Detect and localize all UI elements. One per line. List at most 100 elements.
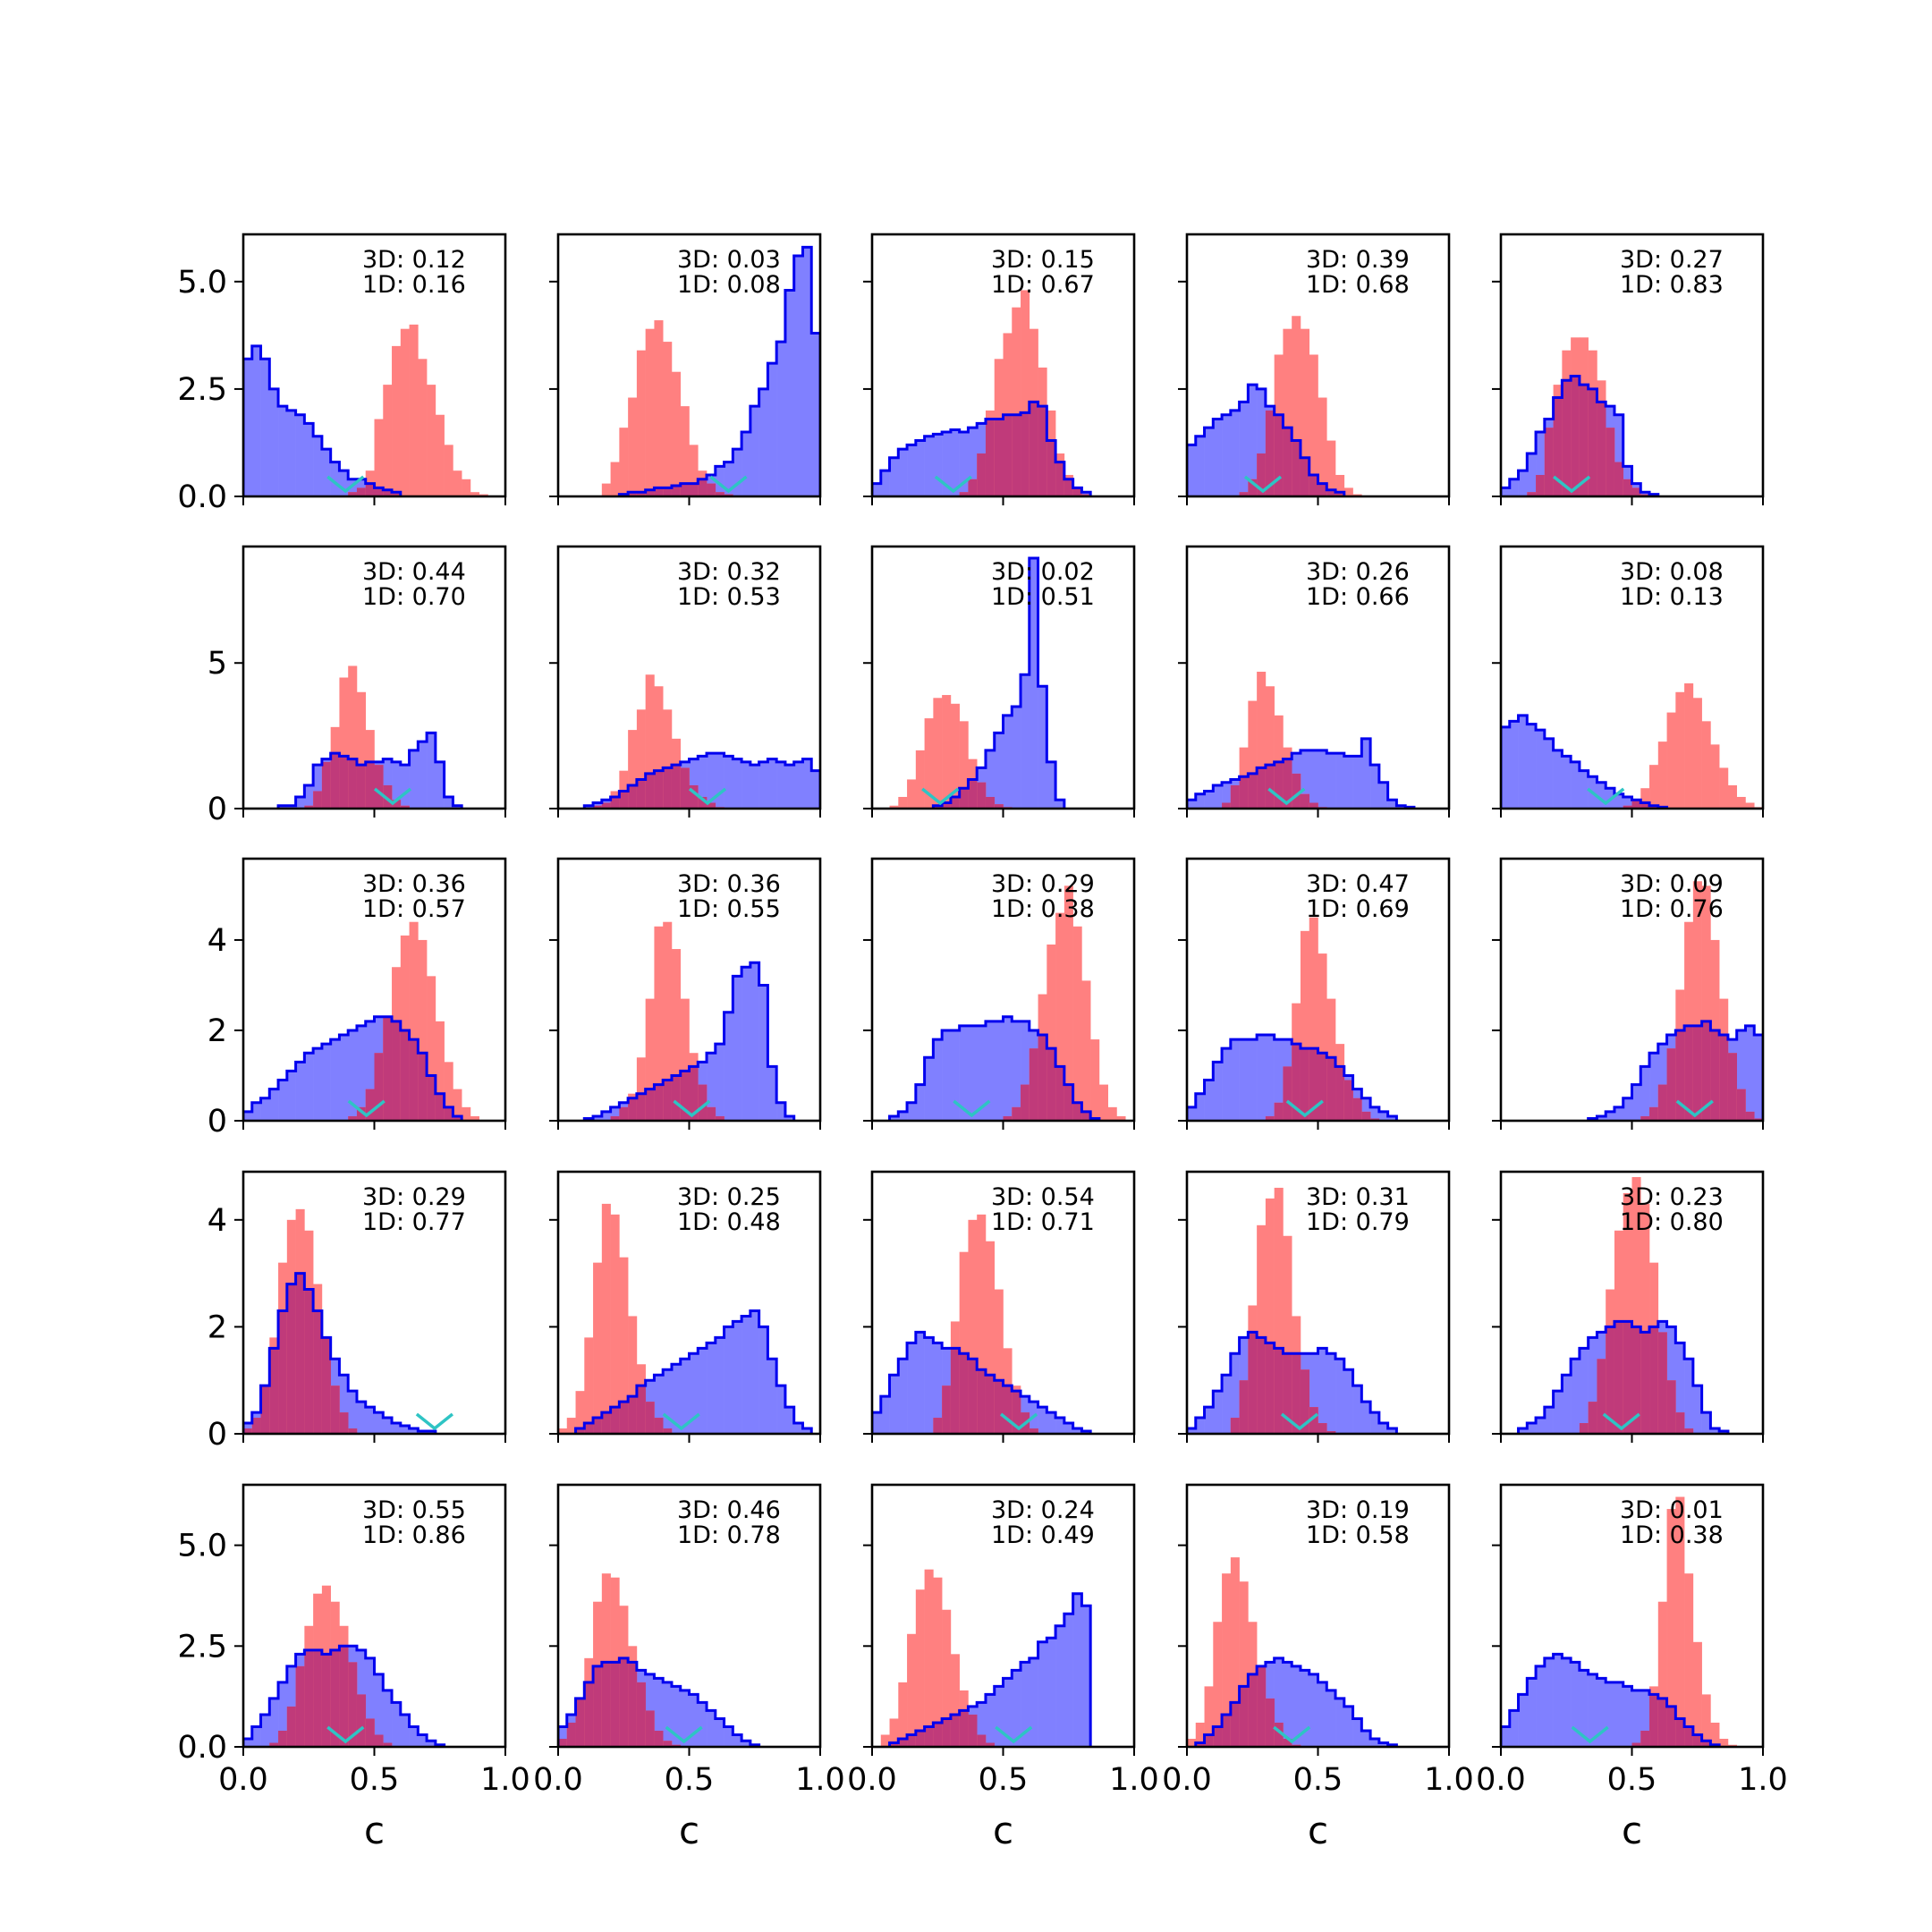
blue-bin xyxy=(601,1111,611,1121)
blue-bin xyxy=(802,247,812,496)
blue-bin xyxy=(1326,1353,1336,1434)
overlap-bin xyxy=(348,1115,358,1121)
overlap-bin xyxy=(321,1654,331,1747)
overlap-bin xyxy=(313,1649,323,1747)
blue-bin xyxy=(811,333,820,496)
red-bin xyxy=(339,677,349,809)
overlap-bin xyxy=(1300,793,1310,809)
blue-step-outline xyxy=(872,400,1092,496)
blue-step-outline xyxy=(1187,737,1416,809)
blue-step-outline xyxy=(243,1015,463,1121)
overlap-bin xyxy=(1230,1418,1240,1434)
overlap-bin xyxy=(907,1734,917,1747)
x-tick-label: 0.0 xyxy=(1162,1762,1212,1798)
overlap-bin xyxy=(1283,758,1292,809)
overlap-bin xyxy=(1029,402,1038,496)
blue-bin xyxy=(907,1102,917,1121)
blue-bin xyxy=(1335,1698,1345,1747)
blue-bin xyxy=(1195,793,1205,809)
overlap-bin xyxy=(689,1066,699,1121)
blue-bin xyxy=(1527,724,1537,809)
red-bin xyxy=(1187,1738,1197,1747)
overlap-bin xyxy=(1029,1428,1038,1434)
red-bin xyxy=(1623,1192,1632,1434)
overlap-bin xyxy=(1055,462,1065,496)
red-bin xyxy=(942,1609,952,1747)
annotation-3d: 3D: 0.47 xyxy=(1306,870,1410,898)
blue-bin xyxy=(383,1418,393,1434)
annotation-1d: 1D: 0.13 xyxy=(1620,583,1724,611)
blue-bin xyxy=(1692,1385,1702,1434)
blue-bin xyxy=(1195,1093,1205,1121)
overlap-bin xyxy=(1553,397,1563,496)
blue-bin xyxy=(1701,1412,1711,1434)
blue-bin xyxy=(392,1423,402,1434)
blue-bin xyxy=(1055,1625,1065,1747)
overlap-bin xyxy=(636,1682,646,1747)
overlap-bin xyxy=(260,1385,270,1434)
red-bin xyxy=(1107,1106,1117,1121)
overlap-bin xyxy=(663,1741,673,1747)
blue-step-outline xyxy=(243,1272,437,1434)
blue-bin xyxy=(784,1407,794,1434)
blue-bin xyxy=(1072,1593,1082,1747)
blue-bin xyxy=(942,431,952,496)
red-bin xyxy=(1257,671,1267,809)
blue-bin xyxy=(1387,800,1397,809)
blue-bin xyxy=(1352,1385,1362,1434)
overlap-bin xyxy=(286,1706,296,1747)
blue-bin xyxy=(715,466,724,496)
overlap-bin xyxy=(1666,1706,1676,1747)
overlap-bin xyxy=(269,1348,279,1434)
plot-area xyxy=(243,1208,453,1434)
overlap-bin xyxy=(1631,487,1641,496)
blue-bin xyxy=(435,761,445,809)
red-bin xyxy=(671,949,682,1121)
blue-bin xyxy=(278,1080,288,1121)
estimate-marker xyxy=(1602,1412,1640,1431)
overlap-bin xyxy=(663,767,673,809)
overlap-bin xyxy=(356,487,367,496)
overlap-bin xyxy=(1666,1380,1676,1434)
plot-area xyxy=(1187,1187,1398,1434)
estimate-marker xyxy=(1553,475,1591,494)
blue-bin xyxy=(1230,1039,1240,1121)
red-bin xyxy=(628,397,638,496)
y-tick-label: 5.0 xyxy=(177,265,227,301)
overlap-bin xyxy=(915,1730,925,1747)
blue-bin xyxy=(260,359,270,496)
x-tick-label: 1.0 xyxy=(480,1762,530,1798)
blue-bin xyxy=(356,1025,367,1121)
blue-bin xyxy=(1562,1657,1572,1747)
overlap-bin xyxy=(1675,1412,1685,1434)
red-bin xyxy=(1657,1601,1667,1747)
annotation-1d: 1D: 0.69 xyxy=(1306,895,1410,923)
overlap-bin xyxy=(715,492,724,496)
overlap-bin xyxy=(654,1418,664,1434)
blue-bin xyxy=(689,1694,699,1747)
blue-bin xyxy=(1684,1359,1694,1434)
blue-bin xyxy=(295,796,305,809)
overlap-bin xyxy=(1701,1741,1711,1747)
blue-bin xyxy=(1361,1730,1371,1747)
overlap-bin xyxy=(1283,1353,1292,1434)
annotation-3d: 3D: 0.46 xyxy=(677,1496,781,1524)
overlap-bin xyxy=(374,765,384,809)
overlap-bin xyxy=(1335,492,1345,496)
red-bin xyxy=(636,709,646,809)
overlap-bin xyxy=(365,483,375,496)
blue-bin xyxy=(1509,479,1519,496)
red-bin xyxy=(1640,1203,1650,1434)
blue-bin xyxy=(1318,1348,1327,1434)
blue-bin xyxy=(593,1115,603,1121)
overlap-bin xyxy=(645,1089,655,1121)
blue-bin xyxy=(793,1423,803,1434)
overlap-bin xyxy=(295,1665,305,1747)
overlap-bin xyxy=(1657,1084,1667,1121)
blue-bin xyxy=(1536,1418,1546,1434)
overlap-bin xyxy=(1326,1057,1336,1121)
blue-bin xyxy=(959,431,969,496)
blue-bin xyxy=(959,1025,969,1121)
blue-bin xyxy=(715,1718,724,1747)
annotation-1d: 1D: 0.38 xyxy=(991,895,1095,923)
